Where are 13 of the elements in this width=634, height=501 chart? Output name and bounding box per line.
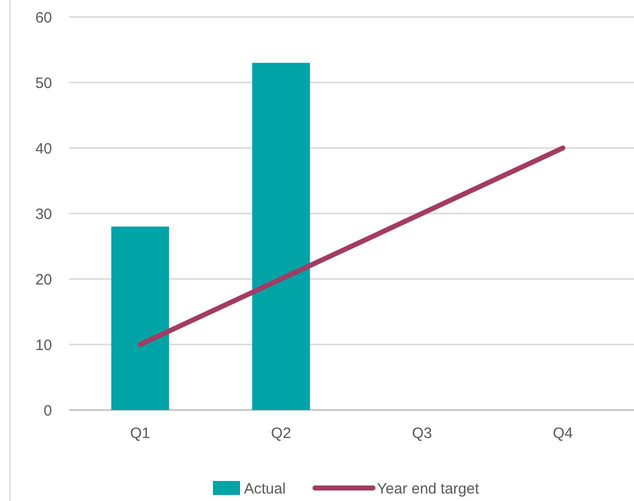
x-tick-label: Q4 — [552, 425, 573, 442]
x-tick-label: Q3 — [412, 425, 432, 442]
x-tick-label: Q2 — [271, 425, 292, 442]
y-tick-label: 0 — [44, 402, 52, 420]
legend-label: Year end target — [377, 480, 480, 498]
y-tick-label: 60 — [35, 9, 52, 26]
y-tick-label: 30 — [35, 206, 52, 223]
y-tick-label: 50 — [35, 74, 52, 92]
y-tick-label: 10 — [35, 336, 52, 354]
y-tick-label: 20 — [35, 271, 52, 288]
x-tick-label: Q1 — [130, 425, 150, 442]
legend-label: Actual — [244, 480, 286, 498]
y-tick-label: 40 — [35, 140, 52, 158]
